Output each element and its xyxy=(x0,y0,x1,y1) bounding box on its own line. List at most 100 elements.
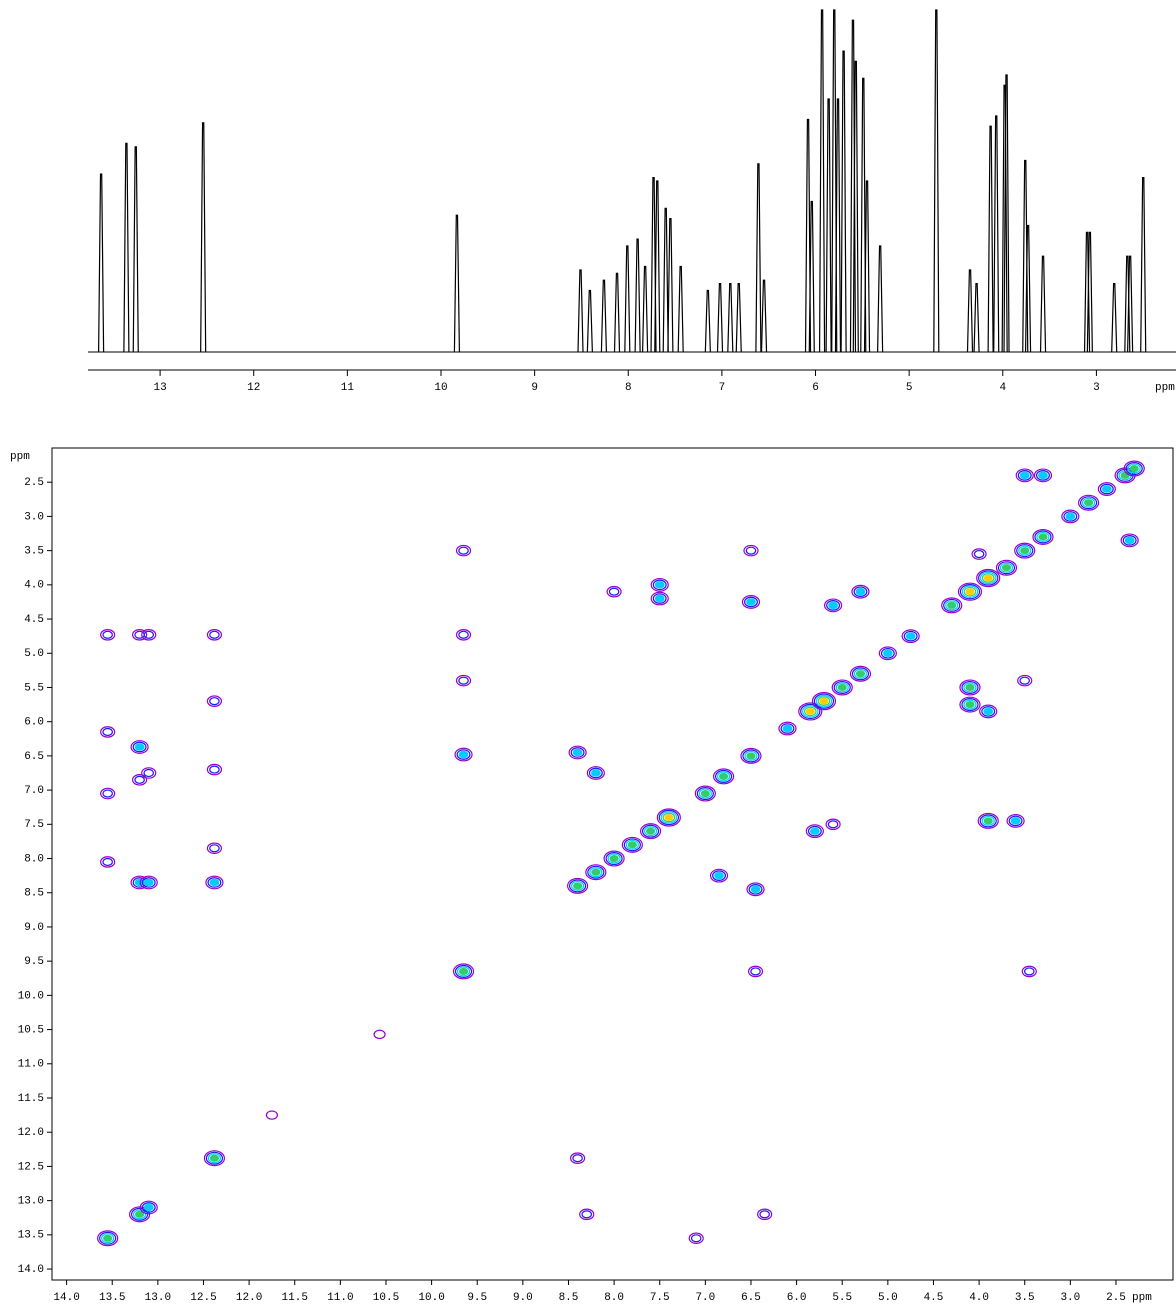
peak xyxy=(760,279,768,353)
contour-ring xyxy=(97,1230,119,1247)
contour-ring xyxy=(963,699,977,710)
contour-ring xyxy=(809,827,820,835)
cross-peak xyxy=(1006,813,1025,828)
peak xyxy=(727,283,734,353)
contour-ring xyxy=(1038,533,1048,541)
x-tick-label: 5.0 xyxy=(878,1292,898,1304)
contour-ring xyxy=(606,585,622,598)
contour-ring xyxy=(1129,464,1139,473)
x-tick-label: 7.0 xyxy=(695,1292,715,1304)
x-tick-label: 5.5 xyxy=(832,1292,852,1304)
contour-ring xyxy=(746,882,765,897)
contour-ring xyxy=(798,702,823,721)
y-tick-label: 9.5 xyxy=(24,956,44,968)
contour-ring xyxy=(143,768,154,778)
contour-ring xyxy=(206,763,223,776)
cross-peak xyxy=(586,766,605,780)
contour-ring xyxy=(1017,674,1033,687)
x-tick-label: 9 xyxy=(531,382,538,394)
cross-peak xyxy=(454,747,473,762)
contour-ring xyxy=(828,601,838,610)
contour-ring xyxy=(586,766,605,780)
contour-ring xyxy=(609,854,619,863)
contour-ring xyxy=(134,775,145,784)
x-tick-label: 3 xyxy=(1093,382,1100,394)
contour-ring xyxy=(694,785,716,802)
cross-peak xyxy=(959,696,981,713)
contour-ring xyxy=(100,856,116,868)
contour-ring xyxy=(712,768,735,785)
x-tick-label: 5 xyxy=(906,382,913,394)
cross-peak xyxy=(971,548,987,560)
contour-ring xyxy=(977,812,999,829)
peak xyxy=(863,180,871,353)
peak xyxy=(973,283,980,353)
y-tick-label: 7.0 xyxy=(24,785,44,797)
x-tick-label: 12.0 xyxy=(236,1292,262,1304)
contour-ring xyxy=(963,586,977,597)
cross-peak xyxy=(901,629,920,644)
peak xyxy=(860,77,867,353)
cross-peak xyxy=(1017,674,1033,687)
cross-peak xyxy=(1097,482,1116,496)
x-tick-label: 12 xyxy=(247,382,260,394)
contour-ring xyxy=(802,705,819,718)
contour-ring xyxy=(591,868,601,876)
contour-ring xyxy=(100,787,116,800)
x-tick-label: 8 xyxy=(625,382,632,394)
contour-ring xyxy=(143,1203,154,1212)
contour-ring xyxy=(650,577,669,592)
x-tick-label: 2.5 xyxy=(1106,1292,1126,1304)
contour-ring xyxy=(1063,511,1078,522)
peak xyxy=(993,115,1000,353)
x-tick-label: 10.5 xyxy=(373,1292,399,1304)
peak xyxy=(650,176,657,353)
peak xyxy=(987,125,994,353)
cross-peak xyxy=(747,965,764,978)
x-tick-label: 8.0 xyxy=(604,1292,624,1304)
contour-ring xyxy=(1099,483,1114,495)
y-tick-label: 2.5 xyxy=(24,477,44,489)
cross-peak xyxy=(1014,542,1036,559)
contour-ring xyxy=(1021,965,1037,978)
contour-ring xyxy=(566,877,589,894)
cross-peak xyxy=(568,745,587,760)
cross-peak xyxy=(798,702,823,721)
contour-ring xyxy=(102,630,113,639)
peak xyxy=(667,218,674,353)
contour-ring xyxy=(851,584,870,599)
cross-peak xyxy=(1032,528,1054,545)
contour-ring xyxy=(1123,460,1145,477)
contour-ring xyxy=(941,597,963,614)
contour-ring xyxy=(139,1200,158,1215)
contour-ring xyxy=(716,771,731,782)
contour-ring xyxy=(1006,813,1025,828)
peak xyxy=(586,289,593,353)
contour-ring xyxy=(209,765,220,774)
cross-peak xyxy=(650,591,669,606)
contour-ring xyxy=(979,571,997,585)
cross-peak xyxy=(131,774,148,786)
peak xyxy=(1111,283,1118,353)
cross-peak xyxy=(139,1200,158,1215)
contour-ring xyxy=(102,727,113,737)
contour-ring xyxy=(452,963,475,980)
cross-peak xyxy=(569,1152,586,1165)
contour-ring xyxy=(778,721,797,736)
contour-ring xyxy=(742,749,760,763)
contour-ring xyxy=(961,698,979,712)
contour-ring xyxy=(748,883,763,895)
y-tick-label: 10.0 xyxy=(18,990,44,1002)
contour-ring xyxy=(588,767,603,779)
peak xyxy=(808,200,815,353)
contour-ring xyxy=(143,878,154,887)
peak xyxy=(755,163,762,353)
peak xyxy=(1140,176,1147,353)
contour-ring xyxy=(456,749,471,760)
cross-peak xyxy=(746,882,765,897)
peak xyxy=(933,9,940,353)
x-tick-label: 7.5 xyxy=(650,1292,670,1304)
contour-ring xyxy=(882,649,893,658)
cross-peak xyxy=(100,787,116,800)
contour-ring xyxy=(1124,536,1135,545)
